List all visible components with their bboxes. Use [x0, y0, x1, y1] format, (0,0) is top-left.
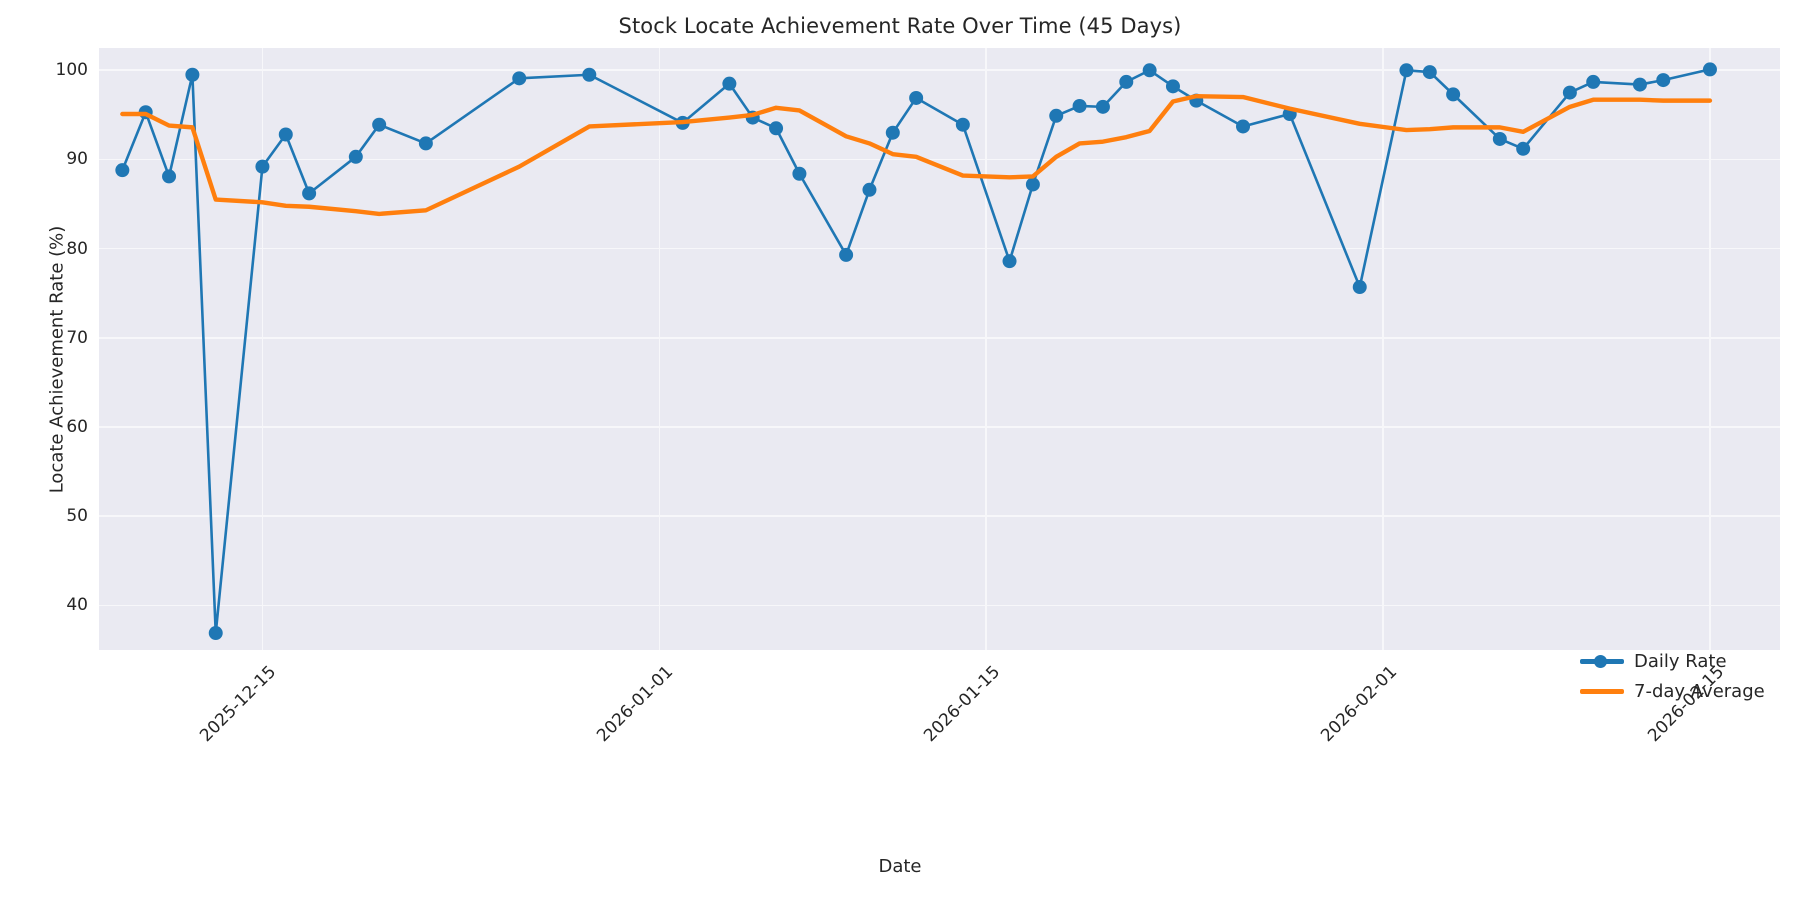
data-point — [1446, 87, 1461, 102]
data-point — [792, 166, 807, 181]
legend-swatch-daily-rate — [1580, 654, 1624, 668]
y-tick-label: 80 — [66, 238, 88, 259]
x-axis-label: Date — [878, 856, 922, 877]
data-point — [1095, 99, 1110, 114]
legend-label-daily-rate: Daily Rate — [1634, 650, 1727, 672]
chart-title: Stock Locate Achievement Rate Over Time … — [618, 14, 1182, 38]
gridline-horizontal — [99, 337, 1780, 339]
data-point — [1422, 65, 1437, 80]
data-point — [1632, 77, 1647, 92]
data-point — [115, 163, 130, 178]
data-point — [512, 71, 527, 86]
data-point — [909, 90, 924, 105]
data-point — [1072, 98, 1087, 113]
data-point — [722, 76, 737, 91]
data-point — [208, 626, 223, 641]
data-point — [769, 121, 784, 136]
data-point — [955, 117, 970, 132]
chart-legend[interactable]: Daily Rate 7-day Average — [1570, 644, 1777, 710]
series-line-7-day-average — [120, 93, 1713, 217]
data-point — [1399, 63, 1414, 78]
data-point — [1586, 74, 1601, 89]
data-point — [162, 169, 177, 184]
data-point — [1562, 85, 1577, 100]
data-point — [582, 67, 597, 82]
data-point — [862, 182, 877, 197]
data-point — [1516, 141, 1531, 156]
gridline-vertical — [658, 48, 661, 650]
y-tick-label: 50 — [66, 506, 88, 527]
data-point — [1352, 280, 1367, 295]
legend-item-daily-rate[interactable]: Daily Rate — [1580, 650, 1765, 672]
gridline-vertical — [985, 48, 987, 650]
gridline-vertical — [1709, 48, 1711, 650]
y-tick-label: 40 — [66, 595, 88, 616]
data-point — [302, 186, 317, 201]
gridline-horizontal — [99, 69, 1780, 72]
data-point — [1656, 73, 1671, 88]
data-point — [1119, 74, 1134, 89]
data-point — [278, 127, 293, 142]
legend-swatch-seven-day-average — [1580, 684, 1624, 698]
y-axis-label: Locate Achievement Rate (%) — [46, 225, 68, 494]
y-tick-label: 100 — [55, 60, 88, 81]
gridline-horizontal — [99, 247, 1780, 250]
data-point — [372, 117, 387, 132]
data-point — [839, 247, 854, 262]
gridline-horizontal — [99, 515, 1780, 518]
x-tick-label: 2026-01-15 — [920, 662, 1005, 747]
y-tick-label: 90 — [66, 149, 88, 170]
gridline-vertical — [261, 48, 264, 650]
data-point — [1492, 131, 1507, 146]
legend-label-seven-day-average: 7-day Average — [1634, 680, 1765, 702]
data-point — [185, 67, 200, 82]
data-point — [885, 125, 900, 140]
gridline-horizontal — [99, 604, 1780, 607]
x-tick-label: 2025-12-15 — [196, 662, 281, 747]
data-point — [1049, 108, 1064, 123]
series-canvas — [115, 62, 1717, 641]
gridline-horizontal — [99, 426, 1780, 428]
data-point — [1002, 254, 1017, 269]
x-tick-label: 2026-02-01 — [1317, 662, 1402, 747]
data-point — [255, 159, 270, 174]
y-tick-label: 70 — [66, 327, 88, 348]
x-tick-label: 2026-01-01 — [593, 662, 678, 747]
data-point — [348, 149, 363, 164]
data-point — [418, 136, 433, 151]
data-point — [1142, 63, 1157, 78]
plot-area — [99, 48, 1780, 650]
gridline-vertical — [1382, 48, 1384, 650]
gridline-horizontal — [99, 158, 1780, 161]
data-point — [1165, 79, 1180, 94]
data-point — [1702, 62, 1717, 77]
data-point — [1025, 177, 1040, 192]
y-tick-label: 60 — [66, 417, 88, 438]
legend-item-seven-day-average[interactable]: 7-day Average — [1580, 680, 1765, 702]
data-point — [1236, 119, 1251, 134]
